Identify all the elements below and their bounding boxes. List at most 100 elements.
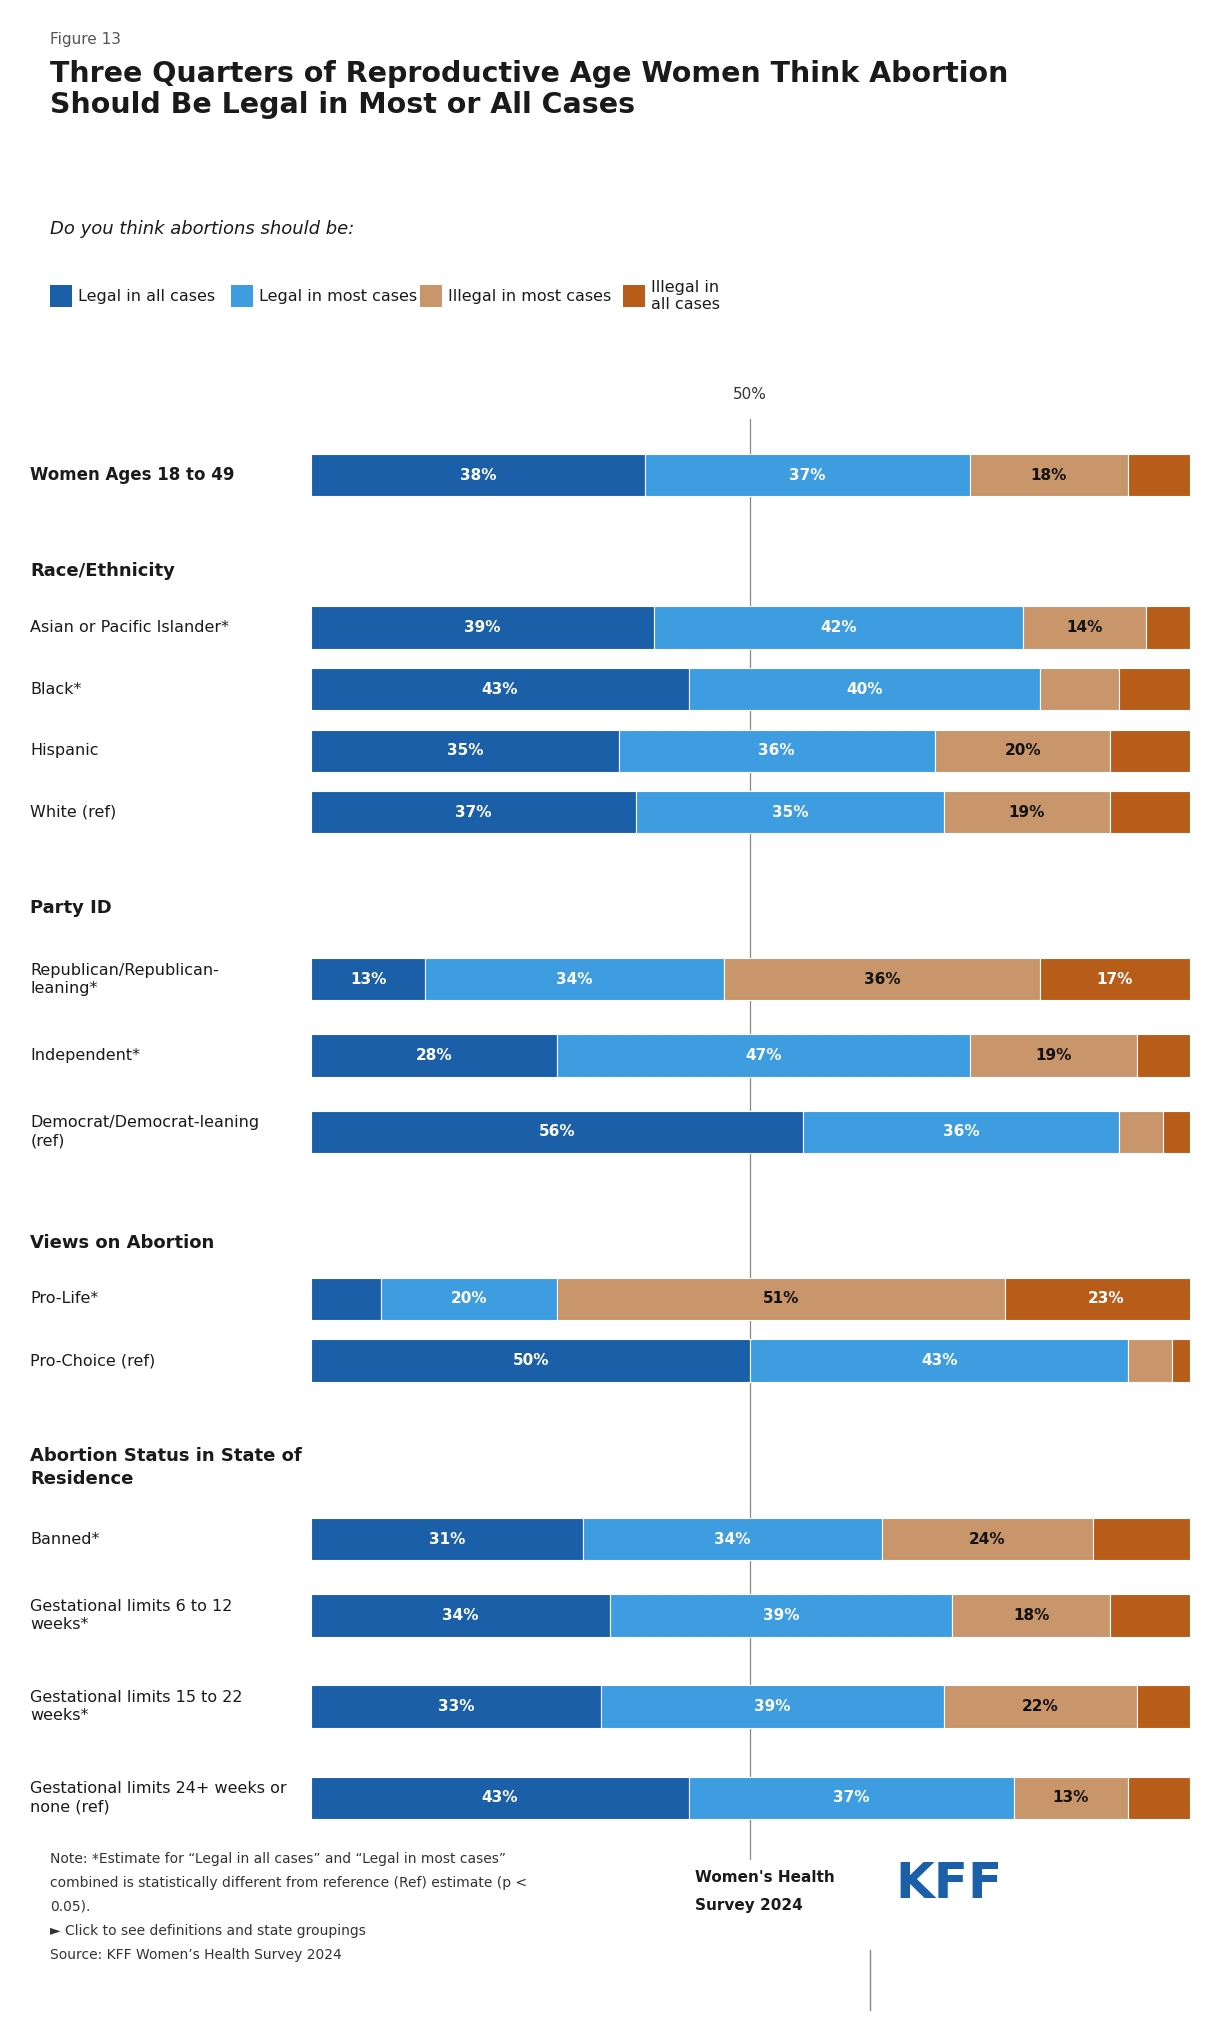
Bar (311, 1686, 601, 1727)
Bar (689, 668, 1041, 709)
Bar (689, 1776, 1014, 1819)
Bar (610, 1594, 953, 1637)
Bar (311, 1519, 583, 1560)
Text: Women's Health: Women's Health (695, 1870, 834, 1885)
Bar (654, 607, 1022, 648)
Text: 14%: 14% (1066, 619, 1103, 636)
Text: Source: KFF Women’s Health Survey 2024: Source: KFF Women’s Health Survey 2024 (50, 1948, 342, 1962)
Text: 33%: 33% (438, 1699, 475, 1715)
Text: Gestational limits 15 to 22
weeks*: Gestational limits 15 to 22 weeks* (30, 1690, 243, 1723)
Text: Do you think abortions should be:: Do you think abortions should be: (50, 221, 354, 237)
Bar (1172, 1339, 1189, 1382)
Text: 31%: 31% (429, 1531, 466, 1547)
Bar (1128, 454, 1190, 497)
Bar (619, 730, 935, 773)
Text: 36%: 36% (943, 1124, 980, 1139)
Text: 36%: 36% (864, 971, 900, 987)
Bar (1022, 607, 1146, 648)
Bar (311, 959, 426, 1000)
Bar (1137, 1034, 1189, 1077)
Text: Legal in most cases: Legal in most cases (259, 288, 417, 303)
Text: ► Click to see definitions and state groupings: ► Click to see definitions and state gro… (50, 1923, 366, 1938)
Bar (583, 1519, 882, 1560)
Bar (1093, 1519, 1190, 1560)
Text: 19%: 19% (1035, 1049, 1071, 1063)
Bar (1137, 1686, 1189, 1727)
Bar (311, 1594, 610, 1637)
Bar (943, 1686, 1137, 1727)
Text: 20%: 20% (1004, 744, 1041, 758)
Text: Banned*: Banned* (30, 1531, 100, 1547)
Text: 43%: 43% (482, 681, 518, 697)
Text: 38%: 38% (460, 468, 497, 482)
Text: Abortion Status in State of
Residence: Abortion Status in State of Residence (30, 1447, 301, 1488)
Text: 23%: 23% (1088, 1292, 1125, 1306)
Bar (1110, 730, 1190, 773)
Text: 39%: 39% (464, 619, 500, 636)
Text: 22%: 22% (1022, 1699, 1059, 1715)
Text: 51%: 51% (762, 1292, 799, 1306)
Text: KFF: KFF (895, 1860, 1003, 1907)
Bar (426, 959, 723, 1000)
Bar (601, 1686, 943, 1727)
Text: 56%: 56% (539, 1124, 576, 1139)
Text: Republican/Republican-
leaning*: Republican/Republican- leaning* (30, 963, 220, 995)
Bar (750, 1339, 1128, 1382)
Bar (1119, 668, 1190, 709)
Bar (943, 791, 1110, 834)
Bar (1041, 959, 1190, 1000)
Text: 43%: 43% (921, 1353, 958, 1367)
Text: 50%: 50% (512, 1353, 549, 1367)
Bar (311, 1034, 558, 1077)
Text: 34%: 34% (715, 1531, 752, 1547)
Bar (311, 607, 654, 648)
Text: combined is statistically different from reference (Ref) estimate (p <: combined is statistically different from… (50, 1876, 527, 1891)
Bar (1128, 1776, 1190, 1819)
Text: 18%: 18% (1013, 1609, 1049, 1623)
Text: 37%: 37% (789, 468, 826, 482)
Text: Asian or Pacific Islander*: Asian or Pacific Islander* (30, 619, 229, 636)
Text: 0.05).: 0.05). (50, 1901, 90, 1913)
Text: White (ref): White (ref) (30, 805, 116, 820)
Text: 36%: 36% (759, 744, 795, 758)
Text: Democrat/Democrat-leaning
(ref): Democrat/Democrat-leaning (ref) (30, 1116, 260, 1149)
Bar (882, 1519, 1093, 1560)
Text: 37%: 37% (833, 1791, 870, 1805)
Text: Pro-Choice (ref): Pro-Choice (ref) (30, 1353, 155, 1367)
Bar (311, 1776, 689, 1819)
Text: Illegal in most cases: Illegal in most cases (448, 288, 611, 303)
Text: Illegal in
all cases: Illegal in all cases (651, 280, 720, 313)
Text: Party ID: Party ID (30, 899, 112, 918)
Text: 19%: 19% (1009, 805, 1046, 820)
Text: 50%: 50% (733, 386, 767, 403)
Bar (1041, 668, 1119, 709)
Bar (311, 454, 645, 497)
Text: Views on Abortion: Views on Abortion (30, 1235, 215, 1251)
Text: 43%: 43% (482, 1791, 518, 1805)
Text: Gestational limits 6 to 12
weeks*: Gestational limits 6 to 12 weeks* (30, 1598, 233, 1631)
Text: Pro-Life*: Pro-Life* (30, 1292, 99, 1306)
Bar (311, 1278, 382, 1320)
Bar (1146, 607, 1190, 648)
Bar (1110, 1594, 1190, 1637)
Text: 17%: 17% (1097, 971, 1133, 987)
Bar (803, 1110, 1119, 1153)
Bar (311, 730, 619, 773)
Bar (311, 668, 689, 709)
Bar (311, 791, 636, 834)
Text: 34%: 34% (442, 1609, 478, 1623)
Text: 34%: 34% (556, 971, 593, 987)
Bar (558, 1034, 970, 1077)
Text: Survey 2024: Survey 2024 (695, 1899, 803, 1913)
Bar (1014, 1776, 1128, 1819)
Bar (970, 1034, 1137, 1077)
Text: 35%: 35% (447, 744, 483, 758)
Text: Legal in all cases: Legal in all cases (78, 288, 215, 303)
Text: 37%: 37% (455, 805, 492, 820)
Text: Women Ages 18 to 49: Women Ages 18 to 49 (30, 466, 234, 484)
Text: Note: *Estimate for “Legal in all cases” and “Legal in most cases”: Note: *Estimate for “Legal in all cases”… (50, 1852, 506, 1866)
Text: 13%: 13% (350, 971, 387, 987)
Text: 40%: 40% (847, 681, 883, 697)
Text: 28%: 28% (416, 1049, 453, 1063)
Bar (953, 1594, 1110, 1637)
